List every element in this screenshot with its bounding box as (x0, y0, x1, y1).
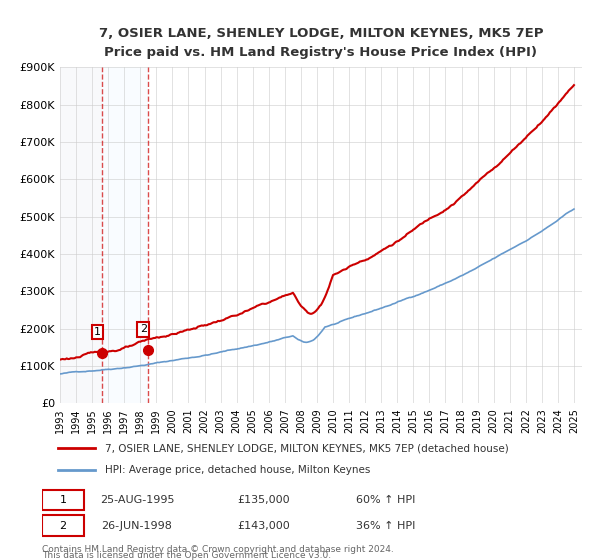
FancyBboxPatch shape (42, 515, 84, 535)
Text: 26-JUN-1998: 26-JUN-1998 (101, 520, 172, 530)
Text: 2: 2 (59, 520, 67, 530)
Text: 60% ↑ HPI: 60% ↑ HPI (356, 495, 415, 505)
Text: £143,000: £143,000 (238, 520, 290, 530)
Text: 36% ↑ HPI: 36% ↑ HPI (356, 520, 415, 530)
Text: 7, OSIER LANE, SHENLEY LODGE, MILTON KEYNES, MK5 7EP (detached house): 7, OSIER LANE, SHENLEY LODGE, MILTON KEY… (106, 443, 509, 453)
Text: 25-AUG-1995: 25-AUG-1995 (100, 495, 174, 505)
Text: 2: 2 (140, 324, 147, 334)
Text: 1: 1 (59, 495, 67, 505)
Text: Contains HM Land Registry data © Crown copyright and database right 2024.: Contains HM Land Registry data © Crown c… (42, 544, 394, 554)
Text: HPI: Average price, detached house, Milton Keynes: HPI: Average price, detached house, Milt… (106, 465, 371, 475)
Text: 1: 1 (94, 327, 101, 337)
Text: This data is licensed under the Open Government Licence v3.0.: This data is licensed under the Open Gov… (42, 551, 331, 560)
Bar (60, 67, 103, 403)
Title: 7, OSIER LANE, SHENLEY LODGE, MILTON KEYNES, MK5 7EP
Price paid vs. HM Land Regi: 7, OSIER LANE, SHENLEY LODGE, MILTON KEY… (99, 27, 543, 59)
Text: £135,000: £135,000 (238, 495, 290, 505)
Bar (103, 67, 148, 403)
FancyBboxPatch shape (42, 490, 84, 510)
